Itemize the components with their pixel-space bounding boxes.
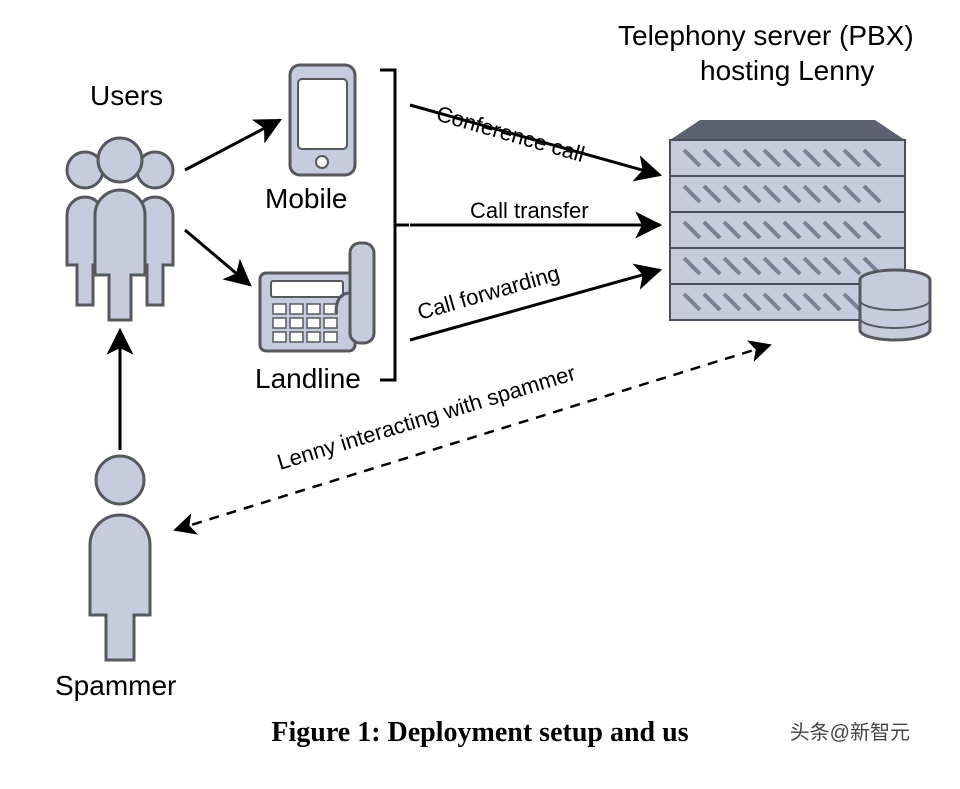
- edge-forward-label: Call forwarding: [414, 260, 562, 324]
- server-label-2: hosting Lenny: [700, 55, 874, 86]
- edge-conference-label: Conference call: [434, 101, 588, 167]
- spammer-label: Spammer: [55, 670, 176, 701]
- bracket: [380, 70, 409, 380]
- server-icon: [670, 120, 930, 340]
- landline-icon: [260, 243, 374, 351]
- edge-transfer-label: Call transfer: [470, 198, 589, 223]
- landline-label: Landline: [255, 363, 361, 394]
- server-label-1: Telephony server (PBX): [618, 20, 914, 51]
- users-icon: [67, 138, 173, 320]
- watermark: 头条@新智元: [780, 712, 920, 749]
- mobile-label: Mobile: [265, 183, 347, 214]
- mobile-icon: [290, 65, 355, 175]
- diagram-canvas: Users Mobile Landline: [0, 0, 960, 720]
- edge-users-mobile: [185, 120, 280, 170]
- users-label: Users: [90, 80, 163, 111]
- edge-users-landline: [185, 230, 250, 285]
- spammer-icon: [90, 456, 150, 660]
